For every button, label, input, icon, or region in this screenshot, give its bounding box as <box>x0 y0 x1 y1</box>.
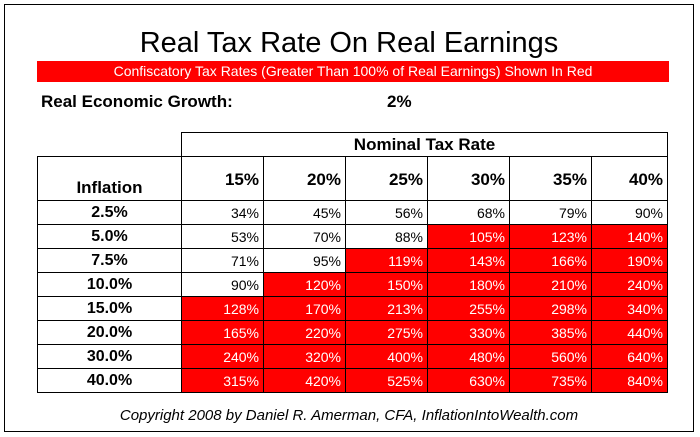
nominal-rate-header: 20% <box>263 156 346 201</box>
confiscatory-rate-cell: 105% <box>427 224 510 249</box>
confiscatory-rate-cell: 166% <box>509 248 592 273</box>
confiscatory-rate-cell: 213% <box>345 296 428 321</box>
real-tax-rate-cell: 88% <box>345 224 428 249</box>
inflation-rate-cell: 30.0% <box>37 344 182 369</box>
table-row: 15.0% 128% 170% 213% 255% 298% 340% <box>37 296 668 321</box>
confiscatory-rate-cell: 340% <box>591 296 668 321</box>
confiscatory-rate-cell: 320% <box>263 344 346 369</box>
confiscatory-rate-cell: 220% <box>263 320 346 345</box>
growth-value: 2% <box>387 92 412 111</box>
real-tax-rate-cell: 34% <box>181 200 264 225</box>
table-row: 10.0% 90% 120% 150% 180% 210% 240% <box>37 272 668 297</box>
table-row: 40.0% 315% 420% 525% 630% 735% 840% <box>37 368 668 393</box>
confiscatory-rate-cell: 150% <box>345 272 428 297</box>
confiscatory-rate-cell: 123% <box>509 224 592 249</box>
real-tax-rate-cell: 71% <box>181 248 264 273</box>
confiscatory-rate-cell: 170% <box>263 296 346 321</box>
nominal-rate-header: 40% <box>591 156 668 201</box>
confiscatory-rate-cell: 525% <box>345 368 428 393</box>
table-row: 30.0% 240% 320% 400% 480% 560% 640% <box>37 344 668 369</box>
real-tax-rate-cell: 95% <box>263 248 346 273</box>
nominal-tax-rate-header: Nominal Tax Rate <box>181 132 668 157</box>
inflation-rate-cell: 40.0% <box>37 368 182 393</box>
real-tax-rate-cell: 90% <box>591 200 668 225</box>
table-body: 2.5% 34% 45% 56% 68% 79% 90% 5.0% 53% 70% 88% 105% 1… <box>37 200 668 393</box>
growth-label: Real Economic Growth: <box>41 92 233 111</box>
real-tax-rate-cell: 45% <box>263 200 346 225</box>
nominal-rate-header: 35% <box>509 156 592 201</box>
confiscatory-rate-cell: 143% <box>427 248 510 273</box>
copyright-notice: Copyright 2008 by Daniel R. Amerman, CFA… <box>119 407 579 424</box>
table-row: 5.0% 53% 70% 88% 105% 123% 140% <box>37 224 668 249</box>
inflation-rate-cell: 7.5% <box>37 248 182 273</box>
blank-corner <box>37 132 182 157</box>
confiscatory-rate-cell: 275% <box>345 320 428 345</box>
confiscatory-rate-cell: 480% <box>427 344 510 369</box>
confiscatory-rate-cell: 190% <box>591 248 668 273</box>
confiscatory-rate-cell: 240% <box>181 344 264 369</box>
real-tax-rate-cell: 56% <box>345 200 428 225</box>
confiscatory-rate-cell: 255% <box>427 296 510 321</box>
real-tax-rate-cell: 90% <box>181 272 264 297</box>
table-row: 20.0% 165% 220% 275% 330% 385% 440% <box>37 320 668 345</box>
confiscatory-rate-cell: 560% <box>509 344 592 369</box>
nominal-rate-header: 25% <box>345 156 428 201</box>
table-row: 2.5% 34% 45% 56% 68% 79% 90% <box>37 200 668 225</box>
confiscatory-rate-cell: 298% <box>509 296 592 321</box>
real-tax-rate-cell: 70% <box>263 224 346 249</box>
confiscatory-rate-cell: 630% <box>427 368 510 393</box>
confiscatory-rate-cell: 119% <box>345 248 428 273</box>
tax-rate-table: Nominal Tax Rate Inflation 15% 20% 25% 30% 3… <box>37 132 668 393</box>
chart-title: Real Tax Rate On Real Earnings <box>139 27 559 59</box>
confiscatory-rate-cell: 640% <box>591 344 668 369</box>
confiscatory-rate-cell: 165% <box>181 320 264 345</box>
confiscatory-rate-cell: 735% <box>509 368 592 393</box>
chart-frame: Real Tax Rate On Real Earnings Confiscat… <box>4 4 694 432</box>
confiscatory-rate-cell: 400% <box>345 344 428 369</box>
confiscatory-rate-cell: 440% <box>591 320 668 345</box>
confiscatory-rate-cell: 330% <box>427 320 510 345</box>
confiscatory-rate-cell: 180% <box>427 272 510 297</box>
real-tax-rate-cell: 68% <box>427 200 510 225</box>
nominal-rate-header: 15% <box>181 156 264 201</box>
inflation-rate-cell: 15.0% <box>37 296 182 321</box>
inflation-rate-cell: 20.0% <box>37 320 182 345</box>
real-tax-rate-cell: 79% <box>509 200 592 225</box>
nominal-rate-header: 30% <box>427 156 510 201</box>
confiscatory-rate-cell: 210% <box>509 272 592 297</box>
confiscatory-rate-cell: 128% <box>181 296 264 321</box>
confiscatory-rate-cell: 140% <box>591 224 668 249</box>
confiscatory-rate-cell: 240% <box>591 272 668 297</box>
table-row: 7.5% 71% 95% 119% 143% 166% 190% <box>37 248 668 273</box>
inflation-rate-cell: 10.0% <box>37 272 182 297</box>
confiscatory-rate-cell: 420% <box>263 368 346 393</box>
inflation-header: Inflation <box>37 156 182 201</box>
real-tax-rate-cell: 53% <box>181 224 264 249</box>
confiscatory-rate-cell: 120% <box>263 272 346 297</box>
confiscatory-rate-cell: 840% <box>591 368 668 393</box>
confiscatory-rate-cell: 385% <box>509 320 592 345</box>
confiscatory-banner: Confiscatory Tax Rates (Greater Than 100… <box>37 61 669 82</box>
inflation-rate-cell: 2.5% <box>37 200 182 225</box>
inflation-rate-cell: 5.0% <box>37 224 182 249</box>
confiscatory-rate-cell: 315% <box>181 368 264 393</box>
